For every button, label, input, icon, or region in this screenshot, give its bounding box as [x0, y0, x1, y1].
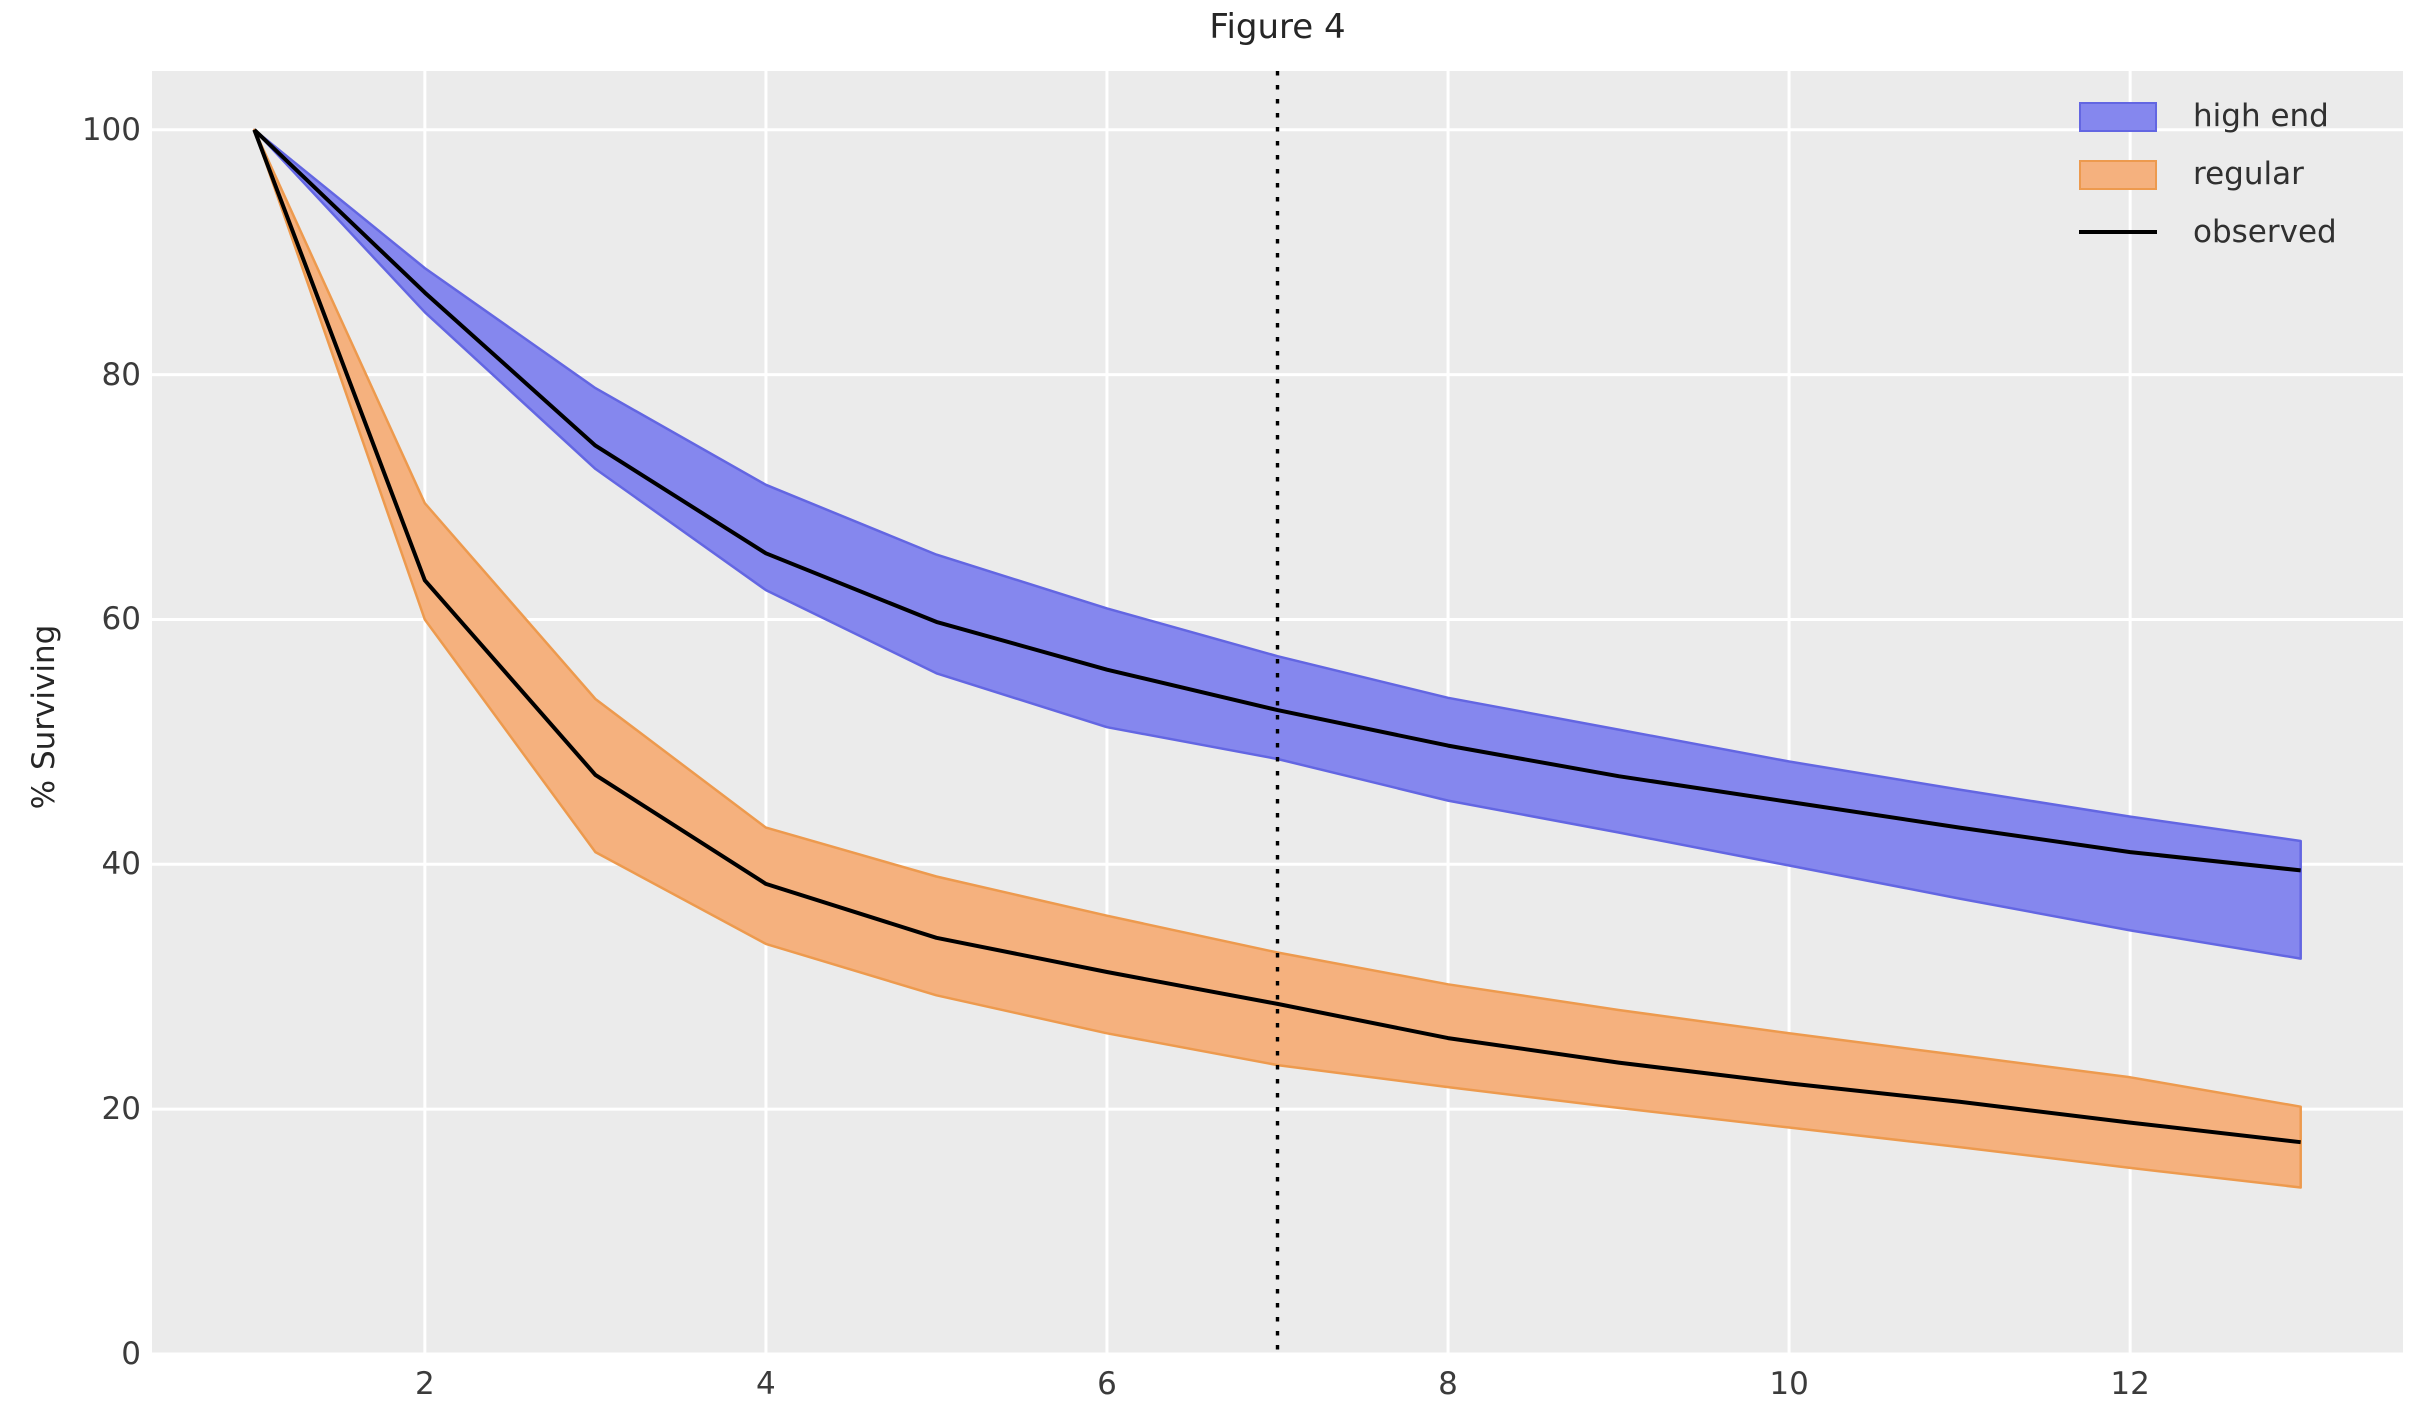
legend-label-high-end: high end	[2193, 98, 2329, 134]
x-tick-label: 12	[2110, 1366, 2150, 1402]
legend-label-regular: regular	[2193, 156, 2304, 192]
observed-line-swatch-icon	[2079, 230, 2157, 234]
x-tick-label: 6	[1097, 1366, 1117, 1402]
regular-band-swatch-icon	[2079, 160, 2157, 190]
high-end-band	[253, 128, 2302, 960]
y-tick-label: 40	[101, 846, 141, 883]
legend-label-observed: observed	[2193, 214, 2337, 250]
observed-line-high-end	[252, 128, 2301, 873]
y-tick-label: 60	[101, 601, 141, 638]
observed-line-regular	[252, 129, 2301, 1145]
y-axis-label: % Surviving	[26, 624, 62, 810]
regular-band	[253, 128, 2302, 1189]
x-tick-label: 2	[414, 1366, 435, 1402]
x-tick-label: 8	[1438, 1366, 1458, 1402]
x-tick-label: 10	[1769, 1366, 1809, 1402]
y-tick-label: 0	[121, 1336, 141, 1372]
y-tick-label: 100	[81, 111, 141, 148]
x-tick-label: 4	[756, 1366, 776, 1402]
figure-title: Figure 4	[1209, 7, 1346, 47]
y-tick-label: 20	[101, 1091, 141, 1128]
y-tick-label: 80	[101, 356, 141, 393]
high-end-band-swatch-icon	[2079, 102, 2157, 132]
